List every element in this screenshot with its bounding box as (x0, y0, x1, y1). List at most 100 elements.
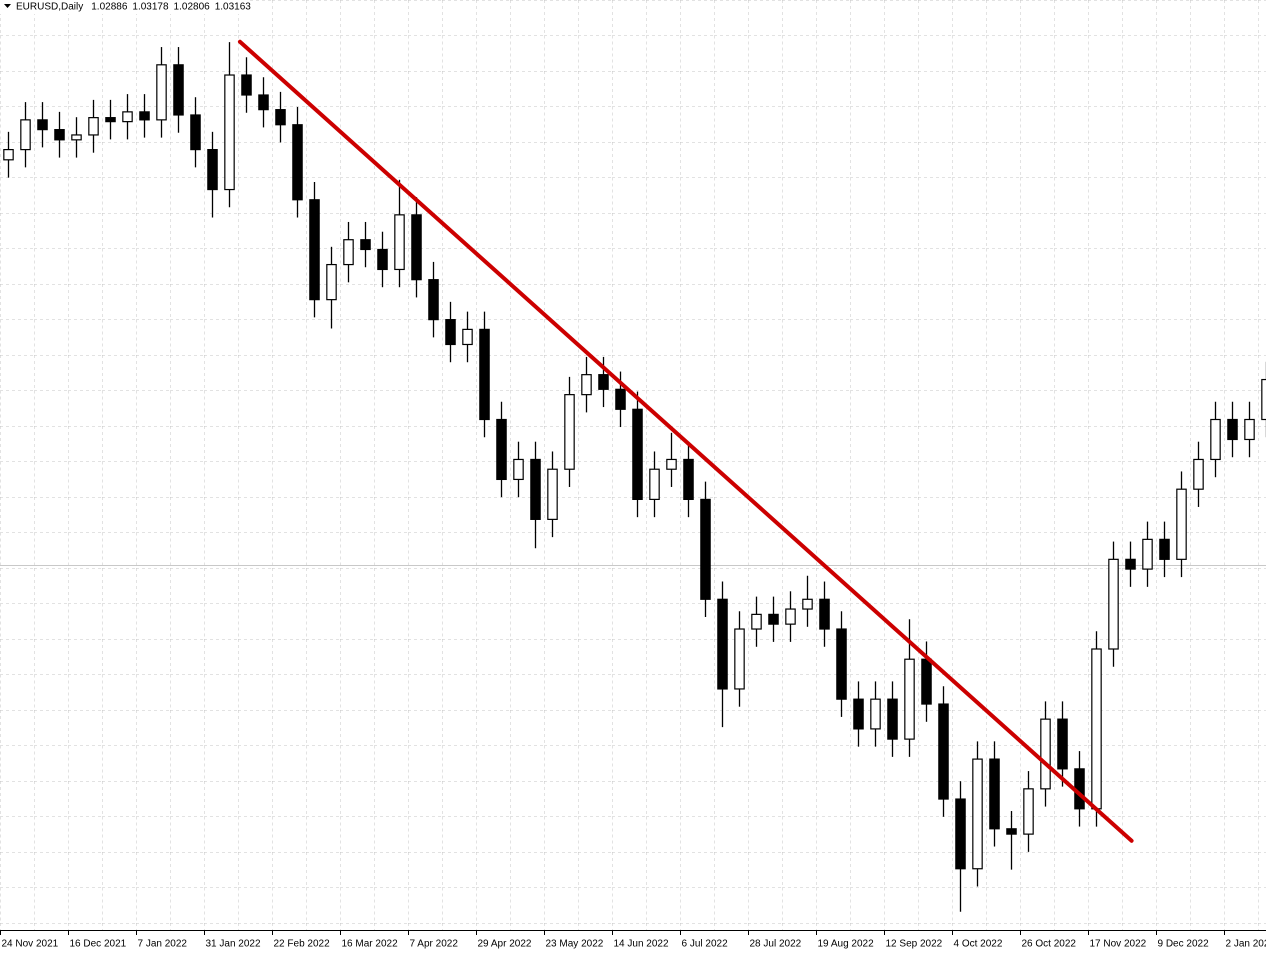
candle-body (241, 74, 252, 96)
x-tick-label: 17 Nov 2022 (1090, 939, 1147, 950)
x-tick-label: 9 Dec 2022 (1158, 939, 1210, 950)
x-tick-label: 12 Sep 2022 (886, 939, 943, 950)
header-values: 1.02886 1.03178 1.02806 1.03163 (91, 2, 251, 13)
candle-body (88, 117, 99, 136)
candle-body (700, 498, 711, 600)
candle-body (139, 111, 150, 121)
candle-body (462, 328, 473, 346)
x-tick-label: 29 Apr 2022 (478, 939, 532, 950)
candle-body (1159, 538, 1170, 560)
header-value: 1.03178 (132, 2, 169, 13)
candle-body (360, 239, 371, 251)
candle-body (258, 94, 269, 111)
header-arrow (4, 4, 11, 8)
candle-body (513, 458, 524, 481)
candle-body (1006, 828, 1017, 835)
candle-body (632, 408, 643, 501)
candle-body (989, 758, 1000, 830)
candle-body (37, 119, 48, 131)
candle-body (581, 374, 592, 396)
candle-body (921, 658, 932, 705)
candle-body (156, 64, 167, 121)
x-tick-label: 24 Nov 2021 (2, 939, 59, 950)
candle-body (1193, 458, 1204, 490)
candle-body (207, 148, 218, 191)
candle-body (377, 248, 388, 271)
x-tick-label: 16 Mar 2022 (342, 939, 399, 950)
candle-body (785, 608, 796, 625)
candle-body (615, 388, 626, 410)
header-background (0, 0, 250, 14)
symbol-title: EURUSD,Daily (16, 2, 83, 13)
candle-body (1091, 648, 1102, 810)
trendline (237, 39, 1134, 843)
header-value: 1.02886 (91, 2, 128, 13)
candle-body (1142, 538, 1153, 570)
candle-body (445, 319, 456, 346)
candle-body (326, 263, 337, 301)
x-tick-label: 23 May 2022 (546, 939, 604, 950)
candle-body (1023, 788, 1034, 835)
candle-body (411, 214, 422, 281)
candle-body (1210, 418, 1221, 461)
x-tick-label: 31 Jan 2022 (206, 939, 261, 950)
candle-body (173, 64, 184, 116)
candle-body (275, 109, 286, 126)
candle-body (343, 239, 354, 266)
x-tick-label: 2 Jan 2023 (1226, 939, 1266, 950)
candle-body (734, 628, 745, 690)
candle-body (768, 613, 779, 625)
candle-body (496, 418, 507, 481)
candle-body (955, 798, 966, 870)
candle-body (819, 598, 830, 630)
candle-body (428, 279, 439, 321)
candle-body (938, 703, 949, 800)
candle-body (564, 394, 575, 470)
candle-body (547, 468, 558, 520)
candle-body (802, 598, 813, 610)
candle-body (1261, 378, 1266, 421)
candle-body (751, 613, 762, 630)
candle-body (598, 374, 609, 390)
x-tick-label: 7 Apr 2022 (410, 939, 459, 950)
x-tick-label: 14 Jun 2022 (614, 939, 669, 950)
candle-body (887, 698, 898, 740)
candle-body (71, 134, 82, 141)
header-value: 1.03163 (215, 2, 252, 13)
candle-body (1125, 558, 1136, 570)
x-tick-label: 22 Feb 2022 (274, 939, 331, 950)
candle-body (292, 124, 303, 201)
candle-body (1176, 488, 1187, 560)
candle-body (394, 214, 405, 271)
candle-body (836, 628, 847, 700)
candle-body (20, 119, 31, 151)
candle-body (224, 74, 235, 191)
candle-body (683, 458, 694, 501)
candle-body (666, 458, 677, 470)
candle-body (479, 328, 490, 421)
candle-body (649, 468, 660, 501)
plot-area (0, 39, 1266, 912)
x-tick-label: 19 Aug 2022 (818, 939, 875, 950)
x-tick-label: 28 Jul 2022 (750, 939, 802, 950)
x-tick-label: 4 Oct 2022 (954, 939, 1003, 950)
candle-body (54, 129, 65, 141)
candle-body (717, 598, 728, 690)
candle-body (972, 758, 983, 870)
candle-body (870, 698, 881, 730)
header-value: 1.02806 (174, 2, 211, 13)
candle-body (190, 114, 201, 151)
candle-body (1108, 558, 1119, 650)
x-tick-label: 6 Jul 2022 (682, 939, 729, 950)
candle-body (3, 148, 14, 161)
candle-body (1244, 418, 1255, 441)
candle-body (1057, 718, 1068, 770)
x-tick-label: 7 Jan 2022 (138, 939, 188, 950)
candle-body (105, 117, 116, 123)
candle-body (530, 458, 541, 520)
candle-body (904, 658, 915, 740)
x-tick-label: 26 Oct 2022 (1022, 939, 1077, 950)
candle-body (122, 111, 133, 123)
